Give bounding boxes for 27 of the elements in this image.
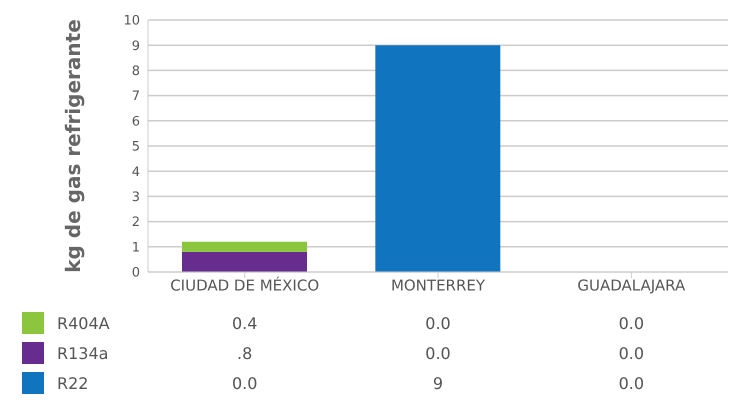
y-tick-label: 4 <box>132 164 140 180</box>
y-tick-label: 10 <box>123 14 140 29</box>
y-tick-label: 9 <box>132 38 140 54</box>
y-tick-label: 2 <box>132 215 140 230</box>
data-label: 0.0 <box>618 344 646 363</box>
data-label: 0.0 <box>618 314 646 333</box>
data-label: 0.0 <box>230 374 258 393</box>
data-label: .8 <box>236 344 254 363</box>
legend-label: R22 <box>57 374 88 392</box>
data-label: 0.0 <box>424 344 452 363</box>
y-axis-title: kg de gas refrigerante <box>61 19 86 273</box>
x-tick-label: CIUDAD DE MÉXICO <box>170 276 320 295</box>
data-label: 0.0 <box>618 374 646 393</box>
y-tick-label: 7 <box>132 89 140 104</box>
y-tick-label: 5 <box>132 140 140 155</box>
y-tick-label: 1 <box>132 240 140 256</box>
y-tick-label: 8 <box>132 64 140 80</box>
y-tick-label: 6 <box>132 114 140 130</box>
y-tick-label: 3 <box>132 190 140 206</box>
legend-label: R404A <box>57 314 110 332</box>
legend-label: R134a <box>57 344 108 362</box>
data-label: 9 <box>432 374 444 393</box>
data-label: 0.0 <box>424 314 452 333</box>
y-tick-label: 0 <box>132 266 140 281</box>
data-label: 0.4 <box>230 314 258 333</box>
x-tick-label: MONTERREY <box>390 276 486 295</box>
x-tick-label: GUADALAJARA <box>577 276 686 295</box>
